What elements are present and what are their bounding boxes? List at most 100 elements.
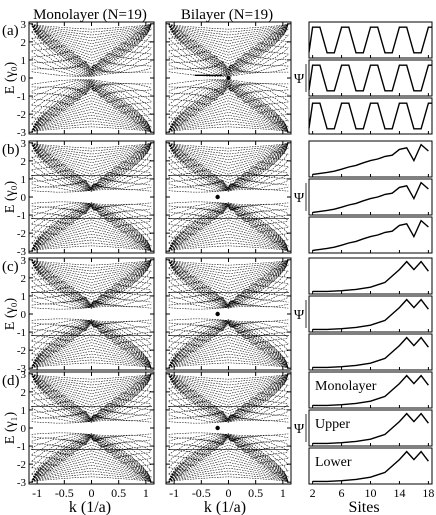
y-tick-label: 3 xyxy=(21,138,27,150)
x-tick-label: 0 xyxy=(226,486,232,500)
bilayer-band-panel xyxy=(165,257,292,371)
wavefunction-line xyxy=(312,219,429,252)
wavefunction-panel-frame xyxy=(308,295,433,333)
x-tick-label: 18 xyxy=(422,486,434,500)
wavefunction-panel xyxy=(308,178,433,216)
row-label: (c) xyxy=(2,259,19,275)
x-tick-label: 0.5 xyxy=(111,486,126,500)
edge-state-dot xyxy=(215,311,220,317)
band-curves xyxy=(31,259,152,369)
wavefunction-panel-frame xyxy=(308,333,433,371)
x-tick-label: 6 xyxy=(339,486,345,500)
wavefunction-panel: Monolayer xyxy=(308,371,433,409)
wavefunction-panel-label: Monolayer xyxy=(315,379,377,394)
y-tick-label: -1 xyxy=(17,327,26,339)
wavefunction-panel-frame xyxy=(308,257,433,295)
wavefunction-panel xyxy=(308,333,433,371)
wavefunction-panel xyxy=(308,59,433,97)
energy-axis-label: E (γ₀) xyxy=(3,297,18,330)
edge-state-dot xyxy=(215,425,220,431)
row-label: (d) xyxy=(2,373,20,389)
wavefunction-panel xyxy=(308,97,433,135)
band-curves xyxy=(168,23,289,133)
monolayer-band-panel: 3 2 1 0 -1 -2 -3 xyxy=(17,19,155,139)
x-tick-label: 2 xyxy=(310,486,316,500)
band-curves xyxy=(31,373,152,483)
wavefunction-panel: Lower xyxy=(308,447,433,485)
x-tick-label: 0 xyxy=(89,486,95,500)
y-tick-label: 1 xyxy=(21,55,27,67)
y-tick-label: -1 xyxy=(17,91,26,103)
x-tick-label: 10 xyxy=(365,486,377,500)
y-tick-label: -2 xyxy=(17,345,26,357)
y-tick-label: -1 xyxy=(17,441,26,453)
y-tick-label: 2 xyxy=(21,273,27,285)
y-tick-label: 3 xyxy=(21,19,27,31)
title-bilayer: Bilayer (N=19) xyxy=(181,7,273,23)
y-tick-label: -2 xyxy=(17,109,26,121)
figure-row: (c) E (γ₀) 3 2 1 0 -1 -2 -3 Ψ xyxy=(2,255,433,375)
x-tick-label: -0.5 xyxy=(192,486,211,500)
xlabel-k-monolayer: k (1/a) xyxy=(69,499,111,515)
y-tick-label: -3 xyxy=(17,363,27,375)
psi-label: Ψ xyxy=(294,191,305,206)
wavefunction-line xyxy=(312,260,429,293)
x-tick-label: 1 xyxy=(280,486,286,500)
band-curves xyxy=(168,259,289,369)
wavefunction-panel xyxy=(308,295,433,333)
column-titles: Monolayer (N=19) Bilayer (N=19) xyxy=(33,7,273,23)
monolayer-band-panel: 3 2 1 0 -1 -2 -3 xyxy=(17,255,155,375)
energy-axis-label: E (γ₀) xyxy=(3,61,18,94)
y-tick-label: 0 xyxy=(21,192,27,204)
y-tick-label: -3 xyxy=(17,246,27,258)
wavefunction-line xyxy=(312,412,429,445)
x-tick-label: -1 xyxy=(32,486,42,500)
wavefunction-panel: Upper xyxy=(308,409,433,447)
band-curves xyxy=(168,142,289,252)
row-label: (a) xyxy=(2,23,19,39)
y-tick-label: -2 xyxy=(17,228,26,240)
x-tick-label: 1 xyxy=(143,486,149,500)
band-curves xyxy=(168,373,289,483)
wavefunction-line xyxy=(308,64,432,92)
psi-label: Ψ xyxy=(294,422,305,437)
xlabel-sites: Sites xyxy=(348,499,379,515)
xlabel-k-bilayer: k (1/a) xyxy=(204,499,246,515)
y-tick-label: -1 xyxy=(17,210,26,222)
y-tick-label: 2 xyxy=(21,387,27,399)
y-tick-label: 3 xyxy=(21,369,27,381)
wavefunction-line xyxy=(308,102,432,130)
edge-state-dot xyxy=(226,75,231,81)
y-tick-label: 0 xyxy=(21,309,27,321)
wavefunction-line xyxy=(308,26,432,54)
energy-axis-label: E (γ₁) xyxy=(3,411,18,444)
x-tick-label: 14 xyxy=(393,486,405,500)
y-tick-label: -3 xyxy=(17,477,27,489)
wavefunction-panel xyxy=(308,21,433,59)
bilayer-band-panel: -1 -0.5 0 0.5 1 xyxy=(165,371,292,500)
wavefunction-line xyxy=(312,336,429,369)
energy-axis-label: E (γ₀) xyxy=(3,180,18,213)
figure-row: (b) E (γ₀) 3 2 1 0 -1 -2 -3 Ψ xyxy=(2,138,433,258)
y-tick-label: 0 xyxy=(21,73,27,85)
wavefunction-line xyxy=(312,143,429,176)
bilayer-band-panel xyxy=(165,140,292,254)
bottom-axis-labels: k (1/a) k (1/a) Sites xyxy=(69,499,380,515)
band-curves xyxy=(31,23,152,133)
y-tick-label: 1 xyxy=(21,405,27,417)
psi-label: Ψ xyxy=(294,72,305,87)
y-tick-label: 2 xyxy=(21,156,27,168)
wavefunction-panel-label: Lower xyxy=(315,455,352,470)
y-tick-label: -3 xyxy=(17,127,27,139)
edge-state-dot xyxy=(215,194,220,200)
wavefunction-line xyxy=(312,298,429,331)
band-curves xyxy=(31,142,152,252)
wavefunction-panel xyxy=(308,140,433,178)
wavefunction-line xyxy=(312,181,429,214)
monolayer-band-panel: 3 2 1 0 -1 -2 -3 xyxy=(17,138,155,258)
monolayer-band-panel: 3 2 1 0 -1 -2 -3 -1 -0.5 0 0.5 1 xyxy=(17,369,155,500)
x-tick-label: -0.5 xyxy=(55,486,74,500)
